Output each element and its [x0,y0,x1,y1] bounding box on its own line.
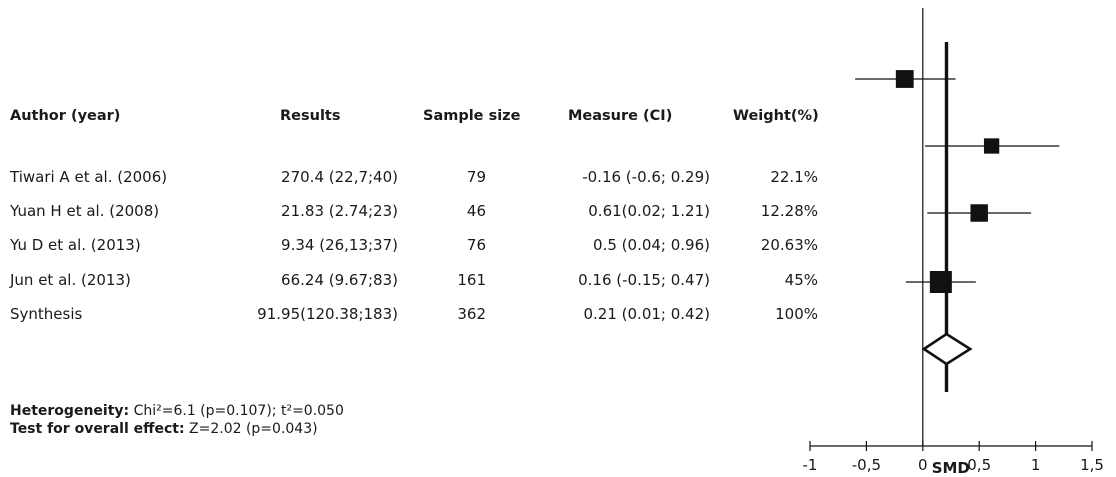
header-sample-size: Sample size [423,108,521,124]
x-tick-label: 0,5 [967,456,991,474]
x-axis-title: SMD [932,459,970,477]
cell-sample-size: 79 [466,168,486,186]
overall-effect-label: Test for overall effect: [10,421,185,437]
cell-measure: 0.21 (0.01; 0.42) [583,305,711,323]
cell-author: Yu D et al. (2013) [10,236,141,254]
study-marker [929,271,952,293]
x-tick-label: 0 [918,456,928,474]
heterogeneity-note: Heterogeneity: Chi²=6.1 (p=0.107); t²=0.… [10,403,344,419]
pooled-diamond [921,332,973,366]
cell-measure: -0.16 (-0.6; 0.29) [582,168,710,186]
x-tick-label: -1 [803,456,818,474]
header-author: Author (year) [10,108,121,124]
cell-results: 21.83 (2.74;23) [281,202,398,220]
header-measure: Measure (CI) [568,108,673,124]
x-tick-label: -0,5 [852,456,881,474]
cell-author: Synthesis [10,305,83,323]
cell-results: 66.24 (9.67;83) [281,271,398,289]
cell-weight: 20.63% [760,236,818,254]
x-tick-label: 1,5 [1080,456,1104,474]
cell-results: 91.95(120.38;183) [257,305,398,323]
cell-weight: 22.1% [770,168,818,186]
cell-author: Tiwari A et al. (2006) [10,168,168,186]
cell-weight: 12.28% [760,202,818,220]
overall-effect-value: Z=2.02 (p=0.043) [189,421,318,437]
overall-effect-note: Test for overall effect: Z=2.02 (p=0.043… [10,421,318,437]
cell-measure: 0.5 (0.04; 0.96) [593,236,710,254]
cell-measure: 0.61(0.02; 1.21) [588,202,710,220]
cell-sample-size: 161 [457,271,486,289]
study-marker [970,204,988,222]
study-marker [983,138,1000,154]
cell-results: 9.34 (26,13;37) [281,236,398,254]
header-weight: Weight(%) [733,108,819,124]
cell-weight: 100% [775,305,818,323]
heterogeneity-value: Chi²=6.1 (p=0.107); t²=0.050 [133,403,344,419]
cell-author: Jun et al. (2013) [10,271,131,289]
cell-sample-size: 362 [457,305,486,323]
cell-weight: 45% [784,271,818,289]
header-results: Results [280,108,341,124]
x-tick-label: 1 [1031,456,1041,474]
cell-sample-size: 76 [466,236,486,254]
cell-measure: 0.16 (-0.15; 0.47) [578,271,710,289]
heterogeneity-label: Heterogeneity: [10,403,130,419]
cell-sample-size: 46 [466,202,486,220]
cell-author: Yuan H et al. (2008) [10,202,160,220]
cell-results: 270.4 (22,7;40) [281,168,398,186]
study-marker [895,70,914,88]
